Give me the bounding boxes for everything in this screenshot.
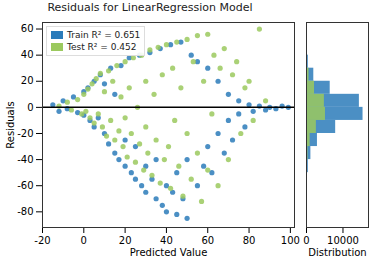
svg-text:0: 0 xyxy=(303,235,309,246)
svg-text:80: 80 xyxy=(243,235,256,246)
svg-text:100: 100 xyxy=(281,235,300,246)
svg-text:60: 60 xyxy=(21,23,34,34)
svg-text:-20: -20 xyxy=(17,128,33,139)
html-text:Train R² = 0.651: Train R² = 0.651 xyxy=(67,30,141,40)
svg-text:40: 40 xyxy=(160,235,173,246)
svg-text:20: 20 xyxy=(21,75,34,86)
svg-text:40: 40 xyxy=(21,49,34,60)
html-text:Residuals for LinearRegression: Residuals for LinearRegression Model xyxy=(47,1,253,14)
svg-text:-80: -80 xyxy=(17,206,33,217)
html-text:Test R² = 0.452: Test R² = 0.452 xyxy=(67,42,137,52)
svg-text:-60: -60 xyxy=(17,180,33,191)
svg-text:60: 60 xyxy=(201,235,214,246)
svg-text:10000: 10000 xyxy=(327,235,359,246)
svg-text:-40: -40 xyxy=(17,154,33,165)
svg-text:20: 20 xyxy=(119,235,132,246)
svg-text:Predicted Value: Predicted Value xyxy=(130,247,208,258)
svg-text:Residuals: Residuals xyxy=(5,101,16,148)
svg-text:-20: -20 xyxy=(34,235,50,246)
svg-text:Distribution: Distribution xyxy=(308,247,366,258)
svg-text:0: 0 xyxy=(81,235,87,246)
svg-text:0: 0 xyxy=(27,102,33,113)
